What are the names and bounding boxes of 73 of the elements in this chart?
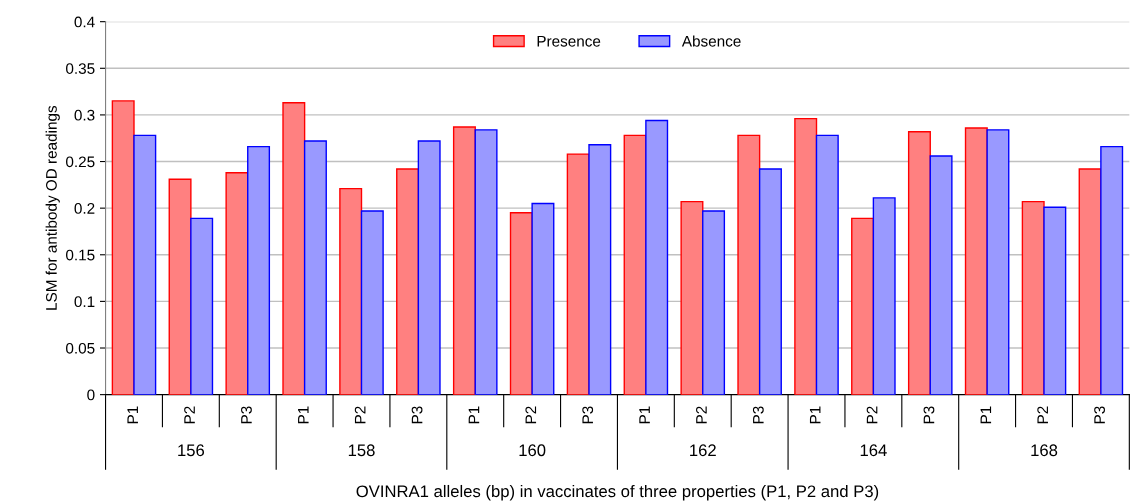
bar	[737, 134, 761, 395]
bar	[702, 210, 726, 395]
bar	[247, 145, 271, 395]
x-tick-label: P2	[184, 406, 195, 424]
x-tick-label: P1	[639, 406, 650, 424]
bar	[1043, 206, 1067, 395]
x-tick-label: P3	[411, 406, 423, 424]
legend-label: Absence	[681, 35, 741, 47]
bar	[566, 153, 590, 395]
bar	[645, 119, 669, 395]
x-tick-label: P1	[809, 406, 821, 424]
y-tick-label: 0.05	[66, 342, 95, 354]
x-tick-label: P1	[298, 406, 309, 424]
x-tick-label: P2	[525, 406, 537, 424]
x-axis-title: OVINRA1 alleles (bp) in vaccinates of three properties (P1, P2 and P3)	[356, 484, 879, 501]
x-tick-label: P2	[1037, 406, 1048, 424]
text: 158	[348, 444, 375, 457]
bar	[680, 200, 704, 395]
x-tick-label: P3	[1094, 406, 1105, 424]
bar	[964, 127, 988, 395]
bar	[1021, 200, 1045, 395]
x-tick-label: P1	[980, 406, 992, 424]
bar	[474, 129, 498, 395]
y-axis-title: LSM for antibody OD readings	[45, 105, 60, 310]
x-tick-label: P1	[127, 406, 138, 424]
bar	[225, 172, 249, 395]
bar	[588, 144, 612, 395]
bar	[168, 178, 192, 395]
bar	[360, 210, 384, 395]
bar	[133, 134, 157, 395]
x-tick-label: P3	[241, 406, 252, 424]
bar	[111, 100, 135, 395]
text: 162	[690, 444, 716, 457]
bar	[929, 155, 953, 395]
x-tick-label: P2	[866, 406, 878, 424]
bar	[282, 102, 306, 395]
bar	[815, 134, 839, 395]
y-tick-label: 0.1	[74, 296, 95, 308]
y-tick-label: 0.15	[66, 249, 95, 261]
text: 156	[178, 444, 205, 457]
bar	[396, 168, 420, 395]
x-tick-label: P1	[468, 406, 480, 424]
bar	[417, 140, 441, 395]
y-tick-label: 0	[87, 389, 95, 401]
bar	[303, 140, 327, 395]
x-tick-label: P3	[582, 406, 594, 424]
y-tick-label: 0.25	[66, 156, 95, 168]
text: 164	[860, 444, 887, 457]
x-tick-label: P2	[354, 406, 366, 424]
x-tick-label: P2	[696, 406, 707, 424]
x-tick-label: P3	[752, 406, 764, 424]
bar	[531, 202, 555, 395]
bar	[623, 134, 647, 395]
bar	[851, 217, 875, 395]
legend-label: Presence	[537, 35, 601, 47]
bar	[1100, 145, 1124, 395]
bar	[1078, 168, 1102, 395]
bar	[190, 217, 214, 395]
bar	[509, 212, 533, 395]
bar	[758, 168, 782, 395]
y-tick-label: 0.2	[74, 203, 95, 214]
y-tick-label: 0.4	[74, 16, 95, 28]
bar	[794, 117, 818, 395]
bar	[986, 129, 1010, 395]
y-tick-label: 0.3	[74, 109, 95, 121]
bar	[907, 131, 931, 395]
text: 160	[519, 444, 546, 457]
bar	[452, 126, 476, 395]
bar	[339, 187, 363, 395]
text: 168	[1031, 444, 1058, 457]
x-tick-label: P3	[923, 406, 935, 424]
y-tick-label: 0.35	[66, 63, 95, 74]
bar	[872, 197, 896, 395]
